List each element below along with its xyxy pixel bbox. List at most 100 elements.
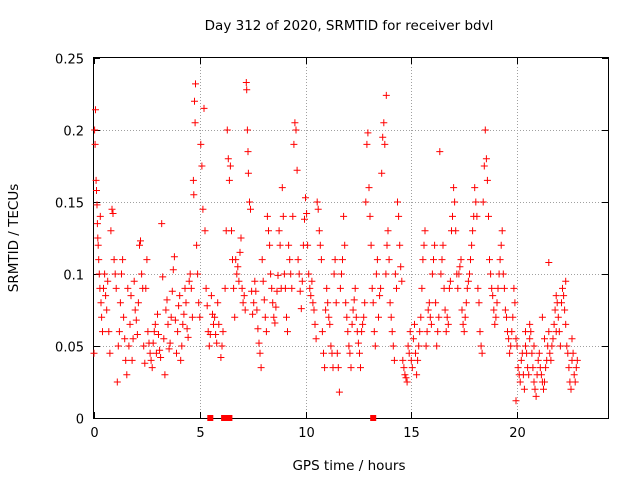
- data-point: [143, 256, 151, 264]
- data-point: [214, 299, 222, 307]
- data-point: [118, 270, 125, 278]
- data-point: [416, 328, 424, 336]
- data-point: [298, 277, 306, 285]
- data-point: [336, 284, 344, 292]
- data-point: [259, 277, 267, 285]
- data-point: [150, 328, 158, 336]
- data-point: [346, 349, 354, 357]
- data-point: [356, 349, 363, 357]
- data-point: [265, 227, 272, 235]
- data-point: [490, 306, 498, 314]
- data-point: [459, 320, 467, 328]
- data-point: [290, 140, 298, 148]
- data-point: [307, 292, 315, 300]
- data-point: [432, 299, 440, 307]
- data-point: [251, 277, 259, 285]
- data-point: [258, 256, 266, 264]
- data-point: [406, 328, 414, 336]
- data-point: [489, 292, 497, 300]
- data-point: [363, 140, 371, 148]
- y-tick-label: 0.1: [63, 269, 84, 284]
- data-point: [401, 371, 409, 379]
- data-point: [562, 320, 570, 328]
- data-point: [513, 342, 521, 350]
- data-point: [480, 162, 488, 170]
- data-point: [391, 270, 399, 278]
- data-point: [509, 313, 517, 321]
- data-point: [125, 342, 133, 350]
- data-point: [115, 328, 123, 336]
- data-point: [439, 241, 447, 249]
- data-point: [191, 119, 199, 127]
- data-point: [400, 364, 408, 372]
- data-point: [228, 227, 235, 235]
- data-point: [387, 313, 395, 321]
- data-point: [462, 299, 470, 307]
- data-point: [243, 126, 251, 134]
- data-point: [471, 184, 479, 192]
- data-point: [294, 256, 302, 264]
- data-point: [492, 313, 500, 321]
- data-point: [338, 270, 345, 278]
- data-point: [438, 256, 446, 264]
- data-point: [103, 306, 111, 314]
- data-point: [164, 320, 172, 328]
- data-point: [476, 328, 484, 336]
- data-point: [177, 356, 185, 364]
- data-point: [306, 284, 314, 292]
- data-point: [482, 155, 490, 163]
- data-point: [327, 342, 335, 350]
- data-point: [238, 284, 246, 292]
- data-point: [304, 241, 312, 249]
- data-point: [430, 256, 437, 264]
- data-point: [541, 378, 548, 386]
- data-point: [473, 212, 481, 220]
- data-point: [402, 374, 410, 382]
- data-point: [501, 306, 509, 314]
- data-point: [414, 356, 422, 364]
- data-point: [520, 385, 528, 393]
- data-point: [348, 320, 356, 328]
- data-point: [249, 310, 257, 318]
- data-point: [541, 335, 548, 343]
- data-point: [218, 342, 226, 350]
- data-point: [114, 342, 122, 350]
- data-point: [270, 313, 278, 321]
- data-point: [379, 133, 387, 141]
- data-point: [554, 313, 562, 321]
- data-point: [198, 162, 206, 170]
- data-point: [197, 140, 205, 148]
- data-point: [511, 299, 519, 307]
- data-point: [113, 378, 121, 386]
- data-point: [506, 349, 514, 357]
- data-point: [263, 212, 271, 220]
- data-point: [326, 320, 334, 328]
- data-point: [377, 284, 385, 292]
- data-point: [399, 356, 407, 364]
- data-point: [460, 328, 468, 336]
- data-point: [467, 256, 474, 264]
- data-point: [558, 299, 565, 307]
- data-point: [161, 371, 169, 379]
- data-point: [368, 284, 376, 292]
- data-point: [530, 342, 538, 350]
- data-point: [340, 212, 348, 220]
- data-point: [427, 320, 435, 328]
- bottom-marker: [370, 415, 377, 421]
- data-point: [479, 198, 487, 206]
- data-point: [335, 388, 343, 396]
- data-point: [237, 234, 245, 242]
- data-point: [380, 119, 388, 127]
- data-point: [361, 299, 369, 307]
- data-point: [187, 284, 195, 292]
- data-point: [311, 320, 319, 328]
- data-point: [195, 299, 203, 307]
- data-point: [354, 339, 362, 347]
- data-point: [413, 371, 421, 379]
- data-point: [365, 184, 373, 192]
- data-point: [349, 306, 357, 314]
- data-point: [530, 378, 538, 386]
- data-point: [93, 201, 101, 209]
- data-point: [385, 256, 393, 264]
- y-tick-label: 0.15: [55, 197, 84, 212]
